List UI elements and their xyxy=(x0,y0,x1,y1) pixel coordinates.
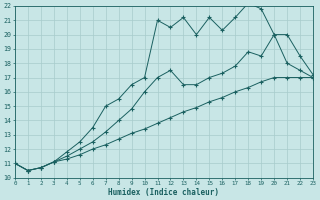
X-axis label: Humidex (Indice chaleur): Humidex (Indice chaleur) xyxy=(108,188,220,197)
